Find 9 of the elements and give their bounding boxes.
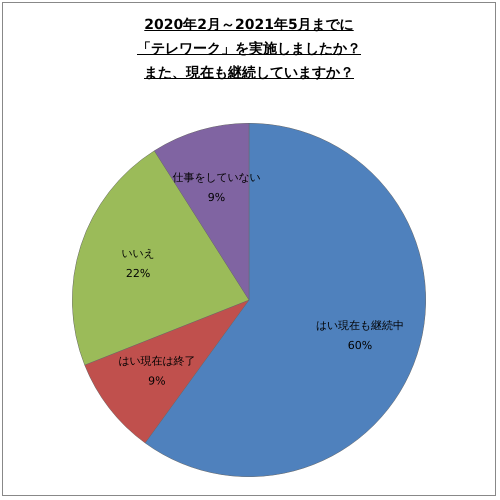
data-label: 60% bbox=[348, 338, 372, 352]
data-label: 9% bbox=[148, 374, 166, 388]
data-label: 22% bbox=[126, 266, 150, 280]
slice-label: いいえ bbox=[122, 246, 155, 260]
data-label: 9% bbox=[208, 190, 226, 204]
chart-title: 2020年2月～2021年5月までに「テレワーク」を実施しましたか？また、現在も継続していますか？ bbox=[136, 16, 362, 83]
slice-label: 仕事をしていない bbox=[172, 170, 260, 184]
slice-label: はい現在は終了 bbox=[118, 354, 196, 368]
slice-label: はい現在も継続中 bbox=[316, 318, 404, 332]
